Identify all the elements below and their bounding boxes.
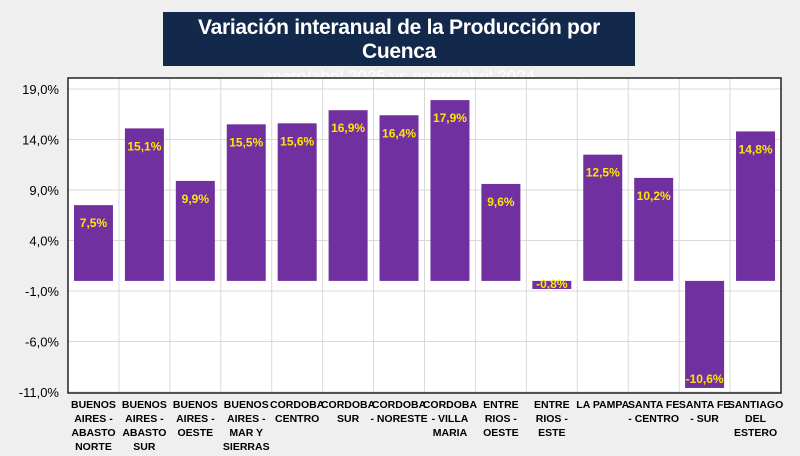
x-tick-label: ENTRE [534,399,570,411]
x-tick-label: AIRES - [227,413,266,425]
x-tick-label: BUENOS [71,399,116,411]
y-tick-label: -11,0% [19,385,60,400]
bar [685,280,725,388]
chart-title-box: Variación interanual de la Producción po… [163,12,635,86]
x-tick-label: SANTA FE [628,399,679,411]
data-label: 16,4% [382,126,416,140]
x-tick-label: DEL [745,413,767,425]
bar [430,100,470,281]
y-tick-label: -6,0% [25,335,59,350]
x-tick-label: SUR [133,441,156,453]
x-tick-label: AIRES - [74,413,113,425]
bar [379,115,419,281]
y-tick-label: 14,0% [22,133,59,148]
x-tick-label: CORDOBA [423,399,478,411]
x-tick-label: SIERRAS [223,441,270,453]
bar [73,205,113,281]
y-tick-label: 4,0% [29,234,59,249]
x-tick-label: BUENOS [122,399,167,411]
bar [124,128,164,281]
x-tick-label: ESTE [538,427,565,439]
x-tick-label: SANTA FE [679,399,730,411]
bar [175,180,215,281]
x-tick-label: SANTIAGO [728,399,783,411]
chart-title: Variación interanual de la Producción po… [198,16,600,63]
x-tick-label: ABASTO [122,427,166,439]
x-tick-label: AIRES - [125,413,164,425]
x-tick-label: RIOS - [536,413,569,425]
data-label: 15,5% [229,135,263,149]
data-label: 17,9% [433,111,467,125]
x-tick-label: MAR Y [229,427,263,439]
bar [226,124,266,281]
data-label: 15,6% [280,134,314,148]
x-tick-label: ESTERO [734,427,777,439]
x-tick-label: BUENOS [173,399,218,411]
data-label: 7,5% [80,216,108,230]
x-tick-label: ABASTO [71,427,115,439]
x-tick-label: CORDOBA [321,399,376,411]
data-label: 9,6% [487,195,515,209]
data-label: 15,1% [127,139,161,153]
y-tick-label: -1,0% [25,284,59,299]
data-label: 14,8% [739,142,773,156]
x-tick-label: OESTE [178,427,214,439]
x-tick-label: ENTRE [483,399,519,411]
x-tick-label: NORTE [75,441,112,453]
x-tick-label: - VILLA [432,413,469,425]
x-tick-label: BUENOS [224,399,269,411]
plot-border [67,77,782,394]
data-label: 9,9% [182,192,210,206]
x-tick-label: - CENTRO [628,413,679,425]
x-tick-label: - SUR [690,413,719,425]
bar [481,183,521,281]
y-tick-label: 9,0% [29,183,59,198]
bar [634,177,674,281]
x-tick-label: MARIA [433,427,468,439]
bar [583,154,623,281]
x-tick-label: - NORESTE [370,413,427,425]
bar [328,110,368,281]
data-label: -10,6% [686,372,724,386]
x-tick-label: LA PAMPA [576,399,629,411]
y-tick-label: 19,0% [22,82,59,97]
data-label: -0,8% [536,277,568,291]
bar [736,131,776,281]
x-tick-label: CORDOBA [270,399,325,411]
x-tick-label: AIRES - [176,413,215,425]
x-tick-label: OESTE [483,427,519,439]
bar [532,280,572,289]
data-label: 10,2% [637,189,671,203]
data-label: 12,5% [586,166,620,180]
x-tick-label: RIOS - [485,413,518,425]
x-tick-label: SUR [337,413,360,425]
x-tick-label: CORDOBA [372,399,427,411]
bar [277,123,317,281]
data-label: 16,9% [331,121,365,135]
x-tick-label: CENTRO [275,413,319,425]
